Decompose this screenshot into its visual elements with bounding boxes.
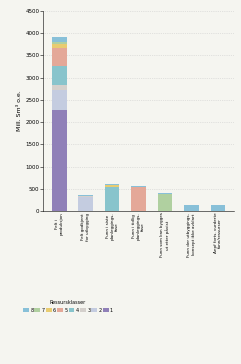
Bar: [52, 110, 67, 211]
Legend: 8, 7, 6, 5, 4, 3, 2, 1: 8, 7, 6, 5, 4, 3, 2, 1: [23, 300, 113, 313]
Bar: [105, 184, 120, 185]
Bar: [131, 186, 146, 187]
Bar: [211, 205, 225, 211]
Bar: [105, 185, 120, 187]
Bar: [52, 90, 67, 110]
Bar: [184, 205, 199, 211]
Y-axis label: Mill. Sm³ o.e.: Mill. Sm³ o.e.: [17, 91, 22, 131]
Bar: [158, 194, 172, 211]
Bar: [79, 197, 93, 211]
Bar: [105, 187, 120, 211]
Bar: [52, 44, 67, 48]
Bar: [52, 66, 67, 85]
Bar: [131, 187, 146, 211]
Bar: [52, 48, 67, 66]
Bar: [52, 37, 67, 42]
Bar: [158, 193, 172, 194]
Bar: [79, 195, 93, 197]
Bar: [52, 42, 67, 44]
Bar: [52, 85, 67, 90]
